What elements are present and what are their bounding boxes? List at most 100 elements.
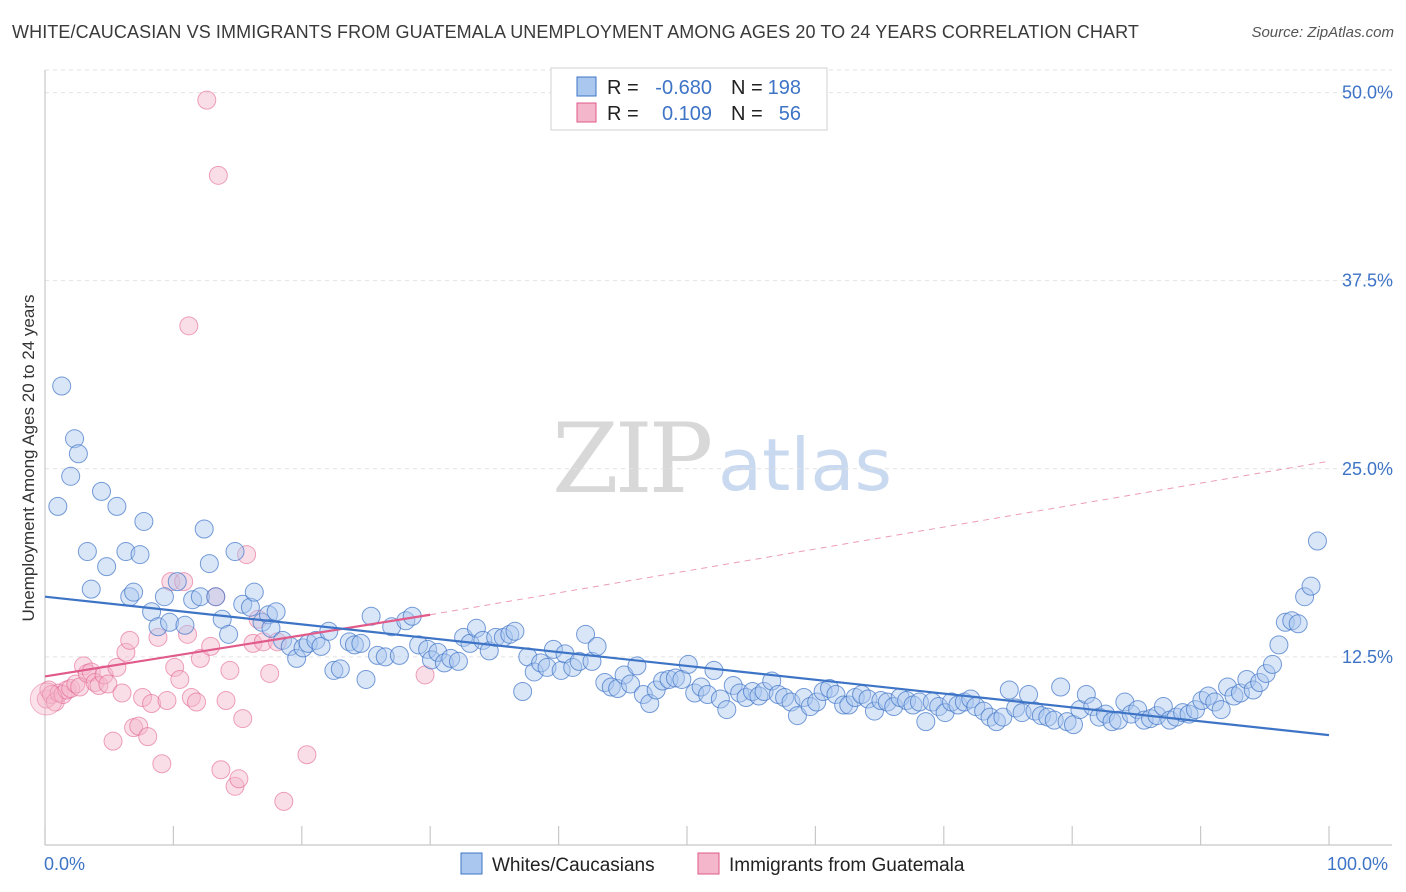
data-point-whites	[368, 645, 388, 665]
data-point-guatemala	[138, 727, 158, 747]
data-point-whites	[344, 635, 364, 655]
data-point-whites	[183, 590, 203, 610]
data-point-whites	[1243, 680, 1263, 700]
data-point-whites	[97, 557, 117, 577]
data-point-whites	[225, 542, 245, 562]
bottom-legend-label-whites: Whites/Caucasians	[492, 855, 655, 876]
data-point-whites	[513, 682, 533, 702]
bottom-legend-swatch-whites	[460, 852, 483, 875]
x-axis-ticks	[44, 826, 1330, 845]
data-point-whites	[1173, 703, 1193, 723]
data-point-guatemala	[237, 545, 257, 565]
data-point-guatemala	[142, 694, 162, 714]
data-point-whites	[466, 618, 486, 638]
data-point-whites	[1288, 614, 1308, 634]
data-point-whites	[1237, 669, 1257, 689]
data-point-whites	[537, 657, 557, 677]
data-point-whites	[389, 645, 409, 665]
data-point-whites	[543, 639, 563, 659]
data-point-whites	[621, 674, 641, 694]
series-guatemala-points	[29, 90, 435, 811]
data-point-guatemala	[211, 760, 231, 780]
legend-r-value-pink: 0.109	[662, 103, 712, 125]
data-point-whites	[576, 624, 596, 644]
data-point-whites	[134, 511, 154, 531]
data-point-guatemala	[45, 692, 65, 712]
data-point-whites	[68, 444, 88, 464]
data-point-guatemala	[148, 627, 168, 647]
source-label: Source: ZipAtlas.com	[1251, 24, 1394, 41]
data-point-whites	[409, 635, 429, 655]
data-point-whites	[167, 572, 187, 592]
data-point-guatemala	[220, 660, 240, 680]
data-point-whites	[807, 692, 827, 712]
data-point-whites	[77, 542, 97, 562]
data-point-guatemala	[229, 769, 249, 789]
data-point-guatemala	[174, 572, 194, 592]
data-point-whites	[723, 675, 743, 695]
data-point-whites	[653, 671, 673, 691]
legend-swatch-blue	[576, 76, 597, 97]
watermark-atlas: atlas	[718, 423, 892, 507]
data-point-whites	[428, 642, 448, 662]
data-point-whites	[717, 700, 737, 720]
chart-title: WHITE/CAUCASIAN VS IMMIGRANTS FROM GUATE…	[12, 22, 1139, 42]
data-point-whites	[871, 691, 891, 711]
data-point-guatemala	[297, 745, 317, 765]
legend-n-value-blue: 198	[768, 77, 801, 99]
x-tick-label-max: 100.0%	[1327, 854, 1388, 874]
trend-line-guatemala-extension	[430, 460, 1330, 616]
data-point-whites	[116, 542, 136, 562]
y-tick-label: 37.5%	[1342, 271, 1393, 291]
data-point-whites	[1263, 654, 1283, 674]
y-tick-label: 50.0%	[1342, 83, 1393, 103]
y-axis-tick-labels: 12.5% 25.0% 37.5% 50.0%	[1342, 83, 1393, 667]
data-point-whites	[81, 579, 101, 599]
data-point-whites	[691, 677, 711, 697]
data-point-whites	[1019, 685, 1039, 705]
data-point-whites	[1211, 700, 1231, 720]
data-point-whites	[91, 481, 111, 501]
data-point-whites	[999, 680, 1019, 700]
data-point-whites	[244, 582, 264, 602]
bottom-legend-swatch-guatemala	[697, 852, 720, 875]
data-point-whites	[240, 597, 260, 617]
legend-r-value-blue: -0.680	[655, 77, 712, 99]
data-point-guatemala	[216, 691, 236, 711]
data-point-whites	[199, 554, 219, 574]
data-point-guatemala	[260, 663, 280, 683]
legend-n-label-pink: N =	[731, 103, 763, 125]
data-point-whites	[441, 648, 461, 668]
data-point-whites	[698, 685, 718, 705]
data-point-whites	[839, 695, 859, 715]
bottom-legend-label-guatemala: Immigrants from Guatemala	[729, 855, 965, 876]
trend-line-guatemala	[44, 613, 431, 678]
data-point-whites	[287, 648, 307, 668]
data-point-whites	[587, 636, 607, 656]
data-point-whites	[154, 587, 174, 607]
data-point-guatemala	[179, 316, 199, 336]
data-point-whites	[1295, 587, 1315, 607]
data-point-whites	[1205, 692, 1225, 712]
data-point-whites	[665, 668, 685, 688]
data-point-whites	[266, 602, 286, 622]
data-point-whites	[601, 677, 621, 697]
data-point-whites	[916, 712, 936, 732]
x-tick-label-min: 0.0%	[44, 854, 85, 874]
data-point-whites	[206, 587, 226, 607]
data-point-whites	[351, 633, 371, 653]
data-point-guatemala-large	[29, 682, 63, 716]
data-point-guatemala	[165, 657, 185, 677]
data-point-whites	[421, 650, 441, 670]
data-point-whites	[52, 376, 72, 396]
y-axis-label: Unemployment Among Ages 20 to 24 years	[19, 295, 38, 622]
data-point-guatemala	[274, 791, 294, 811]
data-point-whites	[1076, 685, 1096, 705]
data-point-whites	[160, 612, 180, 632]
data-point-guatemala	[187, 692, 207, 712]
legend-r-label-pink: R =	[607, 103, 639, 125]
data-point-whites	[551, 660, 571, 680]
data-point-guatemala	[103, 731, 123, 751]
data-point-guatemala	[197, 90, 217, 110]
